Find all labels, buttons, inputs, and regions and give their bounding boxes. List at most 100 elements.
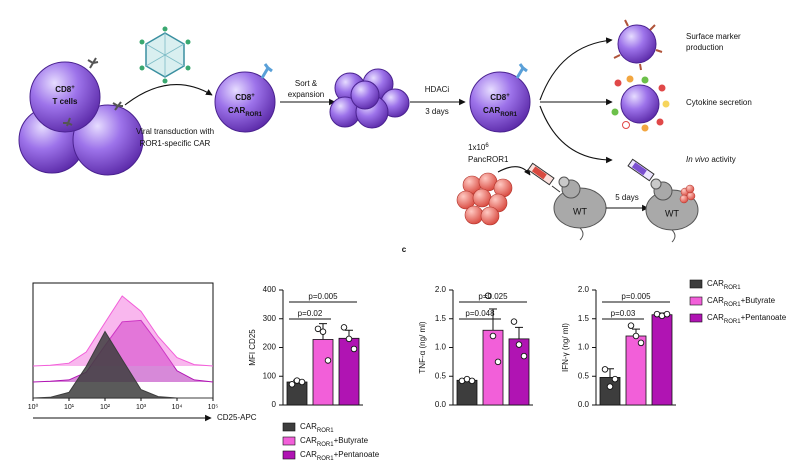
bar (625, 335, 647, 406)
data-point (520, 352, 528, 360)
bar (456, 379, 478, 406)
label-part: CAR (707, 313, 724, 322)
data-point (637, 339, 645, 347)
y-tick-label: 0.5 (578, 371, 590, 380)
y-axis-label: MFI CD25 (248, 329, 257, 366)
legend-swatch (689, 279, 703, 289)
step-label: 3 days (425, 107, 449, 116)
label-sup: 6 (485, 143, 489, 149)
outcome-label: In vivo activity (686, 155, 736, 164)
data-point (601, 366, 609, 373)
data-point (484, 292, 492, 300)
y-tick-label: 1.5 (578, 314, 590, 323)
data-point (611, 375, 619, 383)
label-sup: + (251, 93, 255, 99)
y-tick-label: 200 (263, 343, 277, 352)
car-cell (214, 71, 276, 133)
outcome-label: Cytokine secretion (686, 98, 752, 107)
p-value: p=0.02 (298, 309, 323, 318)
mouse (553, 176, 607, 241)
y-tick-label: 0.0 (435, 400, 447, 409)
step-label: 5 days (615, 193, 639, 202)
t-cell (29, 61, 101, 133)
legend-swatch (282, 436, 296, 446)
y-tick-label: 2.0 (435, 285, 447, 294)
data-point (340, 324, 348, 331)
syringe (527, 162, 561, 193)
data-point (468, 377, 476, 385)
histogram-line (32, 330, 213, 399)
receptor (112, 101, 123, 111)
car-receptor (515, 63, 528, 79)
histogram-fill (33, 296, 213, 366)
p-value: p=0.048 (465, 309, 495, 318)
label-sub: ROR1 (317, 428, 334, 434)
outcome-label: production (686, 43, 723, 52)
legend-label: CARROR1+Pentanoate (300, 450, 380, 461)
label-sub: ROR1 (245, 112, 262, 118)
data-point (494, 358, 502, 366)
cell-label: CARROR1 (228, 106, 263, 117)
tumor (679, 184, 696, 204)
arrow (497, 166, 531, 176)
label-sub: ROR1 (500, 112, 517, 118)
label-main: 1x10 (468, 143, 486, 152)
label-rest: activity (711, 155, 735, 164)
histogram-fill (33, 320, 213, 382)
receptor (87, 57, 99, 69)
label-part: CAR (300, 436, 317, 445)
p-value: p=0.005 (308, 292, 338, 301)
data-point (632, 332, 640, 340)
mouse-label: WT (665, 208, 679, 218)
cell-label: CARROR1 (483, 106, 518, 117)
x-tick-label: 10³ (136, 404, 147, 411)
label-part: +Butyrate (741, 296, 776, 305)
label-sup: + (71, 85, 75, 91)
p-value: p=0.005 (621, 292, 651, 301)
arrow (124, 84, 213, 106)
x-tick-label: 10² (100, 404, 111, 411)
step-label: HDACi (425, 85, 450, 94)
legend-swatch (689, 296, 703, 306)
label-italic: In vivo (686, 155, 710, 164)
x-axis-label: CD25-APC (217, 413, 257, 422)
surface-markers (613, 19, 663, 71)
x-tick-label: 10⁵ (208, 404, 219, 411)
t-cell (72, 104, 144, 176)
bar (508, 338, 530, 406)
y-tick-label: 300 (263, 314, 277, 323)
y-tick-label: 0.0 (578, 400, 590, 409)
y-tick-label: 2.0 (578, 285, 590, 294)
data-point (606, 383, 614, 390)
label-sub: ROR1 (724, 302, 741, 308)
histogram-line (32, 319, 214, 383)
y-tick-label: 1.0 (578, 343, 590, 352)
x-tick-label: 10⁴ (172, 404, 183, 411)
step-label: Sort & (295, 79, 318, 88)
legend-label: CARROR1 (300, 422, 334, 433)
legend-swatch (282, 422, 296, 432)
histogram-fill (33, 331, 213, 398)
virus-spikes (139, 26, 191, 84)
label-part: CAR (300, 450, 317, 459)
legend-label: CARROR1+Butyrate (300, 436, 369, 447)
cell-label: CD8+ (235, 93, 255, 103)
p-value: p=0.025 (478, 292, 508, 301)
y-tick-label: 100 (263, 371, 277, 380)
bar (651, 314, 673, 406)
data-point (627, 322, 635, 329)
y-tick-label: 0.5 (435, 371, 447, 380)
y-tick-label: 400 (263, 285, 277, 294)
label-part: +Pentanoate (741, 313, 787, 322)
label-sub: ROR1 (317, 456, 334, 462)
tumor-label: 1x106 (468, 143, 489, 153)
legend-swatch (282, 450, 296, 460)
cell-label: T cells (53, 97, 78, 106)
car-receptor (260, 63, 273, 79)
arrow (539, 37, 613, 101)
legend-label: CARROR1+Butyrate (707, 296, 776, 307)
mouse-label: WT (573, 206, 587, 216)
step-label: ROR1-specific CAR (140, 139, 211, 148)
data-point (314, 325, 322, 333)
